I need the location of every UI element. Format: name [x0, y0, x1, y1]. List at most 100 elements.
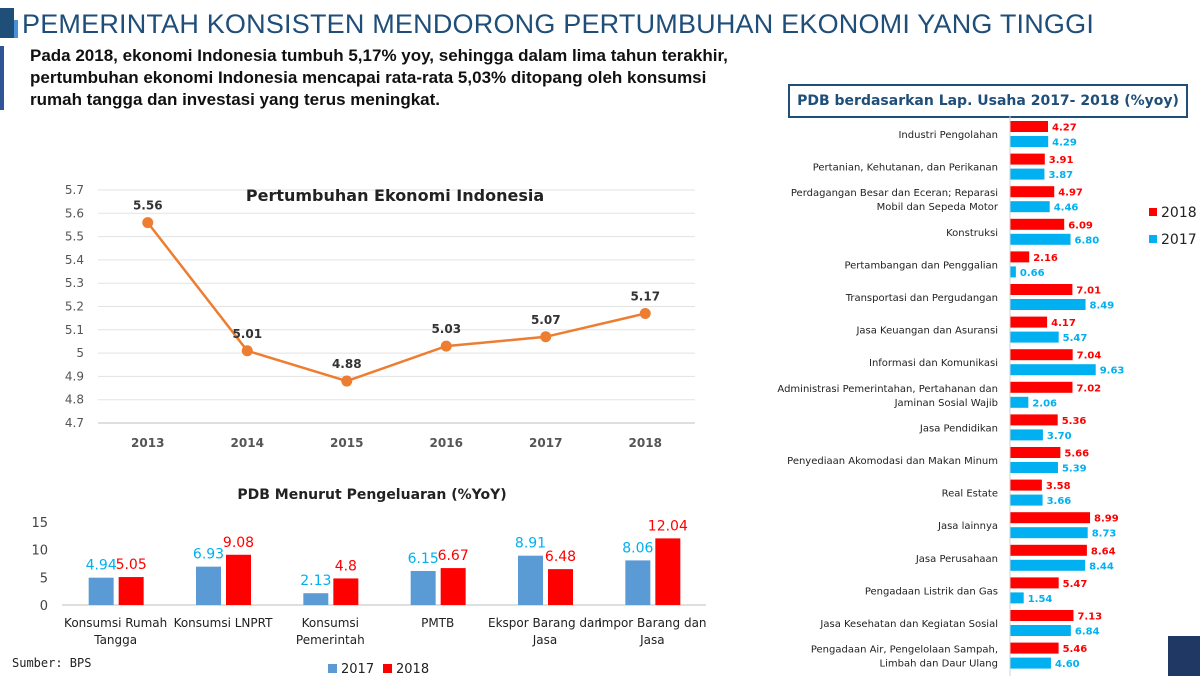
sector-label: Penyediaan Akomodasi dan Makan Minum [787, 456, 998, 467]
data-label: 8.64 [1091, 546, 1116, 557]
sector-chart-title: PDB berdasarkan Lap. Usaha 2017- 2018 (%… [788, 84, 1188, 118]
category-label: Ekspor Barang dan [488, 616, 602, 630]
bar [1010, 462, 1058, 473]
x-tick-label: 2015 [330, 436, 363, 450]
x-tick-label: 2014 [231, 436, 264, 450]
data-label: 3.91 [1049, 155, 1074, 166]
data-label: 5.66 [1064, 449, 1089, 460]
bar [88, 577, 114, 605]
bar [1010, 625, 1071, 636]
bar [1010, 527, 1088, 539]
data-label: 3.66 [1047, 496, 1072, 507]
data-label: 6.93 [193, 547, 224, 563]
corner-decoration [1168, 636, 1200, 676]
bar [1010, 364, 1096, 376]
y-tick-label: 15 [31, 516, 48, 531]
bar [303, 593, 329, 605]
category-label: Konsumsi [302, 616, 359, 630]
data-label: 5.46 [1063, 644, 1088, 655]
y-tick-label: 5.4 [65, 253, 84, 267]
legend-swatch [1149, 235, 1157, 243]
category-label: Jasa [639, 633, 665, 647]
bar [410, 570, 436, 605]
data-label: 7.13 [1077, 612, 1102, 623]
legend-label: 2018 [1161, 205, 1197, 221]
intro-accent-strip [0, 46, 4, 110]
data-label: 4.97 [1058, 188, 1083, 199]
legend-label: 2017 [341, 662, 374, 676]
y-tick-label: 10 [31, 544, 48, 559]
title-accent-bar [0, 8, 14, 38]
sector-label: Konstruksi [946, 228, 998, 239]
y-tick-label: 5.6 [65, 206, 84, 220]
data-label: 8.06 [622, 540, 653, 556]
sector-label: Jasa Perusahaan [915, 554, 998, 565]
sector-label: Pertambangan dan Penggalian [844, 260, 998, 271]
data-label: 5.36 [1062, 416, 1087, 427]
bar [1010, 121, 1049, 132]
bar [625, 560, 651, 605]
page-title: PEMERINTAH KONSISTEN MENDORONG PERTUMBUH… [22, 9, 1095, 39]
data-label: 6.67 [438, 548, 469, 564]
data-label: 9.08 [223, 535, 254, 551]
data-label: 5.47 [1063, 333, 1088, 344]
data-label: 4.88 [332, 357, 362, 371]
bar [1010, 349, 1073, 361]
data-point [241, 345, 253, 357]
data-point [440, 340, 452, 352]
bar [1010, 494, 1043, 506]
bar [118, 577, 144, 605]
x-tick-label: 2016 [430, 436, 463, 450]
category-label: Konsumsi LNPRT [174, 616, 274, 630]
growth-line-chart: 5.7 5.6 5.5 5.4 5.3 5.2 5.1 5 4.9 4.8 4.7 Pertumbuh… [65, 183, 695, 450]
data-label: 3.70 [1047, 431, 1072, 442]
data-label: 5.07 [531, 313, 561, 327]
data-label: 9.63 [1100, 366, 1125, 377]
intro-line: pertumbuhan ekonomi Indonesia mencapai r… [30, 68, 707, 87]
data-label: 8.91 [515, 536, 546, 552]
bar [518, 555, 543, 605]
sector-label: Administrasi Pemerintahan, Pertahanan da… [777, 384, 998, 395]
data-label: 8.73 [1092, 529, 1117, 540]
data-label: 4.46 [1054, 203, 1079, 214]
data-label: 7.01 [1076, 286, 1101, 297]
bar [1010, 218, 1065, 230]
data-label: 3.87 [1048, 170, 1073, 181]
bar [1010, 577, 1059, 589]
data-label: 5.17 [630, 289, 660, 303]
x-tick-label: 2017 [529, 436, 562, 450]
bar [1010, 233, 1071, 245]
data-point [142, 217, 154, 229]
y-tick-label: 4.9 [65, 369, 84, 383]
expenditure-bar-chart: PDB Menurut Pengeluaran (%YoY) 15 10 5 0 4.94… [31, 487, 706, 676]
data-label: 7.04 [1077, 351, 1102, 362]
chart-title: PDB Menurut Pengeluaran (%YoY) [237, 487, 506, 503]
y-tick-label: 5 [76, 346, 84, 360]
intro-paragraph: Pada 2018, ekonomi Indonesia tumbuh 5,17… [30, 45, 755, 111]
legend-label: 2018 [396, 662, 429, 676]
sector-label: Pertanian, Kehutanan, dan Perikanan [813, 163, 998, 174]
data-label: 8.49 [1090, 301, 1115, 312]
data-label: 4.27 [1052, 123, 1077, 134]
data-point [341, 375, 353, 387]
bar [1010, 331, 1059, 343]
category-label: Tangga [93, 633, 137, 647]
x-tick-label: 2013 [131, 436, 164, 450]
series-line [146, 221, 646, 383]
bar [1010, 544, 1087, 556]
sector-label: Informasi dan Komunikasi [869, 358, 998, 369]
bar [1010, 642, 1059, 654]
sector-label: Limbah dan Daur Ulang [880, 659, 998, 670]
category-label: Jasa [532, 633, 558, 647]
data-label: 0.66 [1020, 268, 1045, 279]
bar [548, 569, 573, 605]
data-label: 5.03 [431, 322, 461, 336]
data-label: 6.48 [545, 549, 576, 565]
bar [1010, 610, 1074, 621]
y-tick-label: 5.7 [65, 183, 84, 197]
y-tick-label: 4.8 [65, 393, 84, 407]
data-label: 4.8 [335, 558, 357, 574]
sector-bar-chart: Industri Pengolahan 4.27 4.29 Pertanian, Ke… [777, 116, 1197, 676]
category-label: PMTB [421, 616, 454, 630]
sector-label: Real Estate [942, 489, 998, 500]
